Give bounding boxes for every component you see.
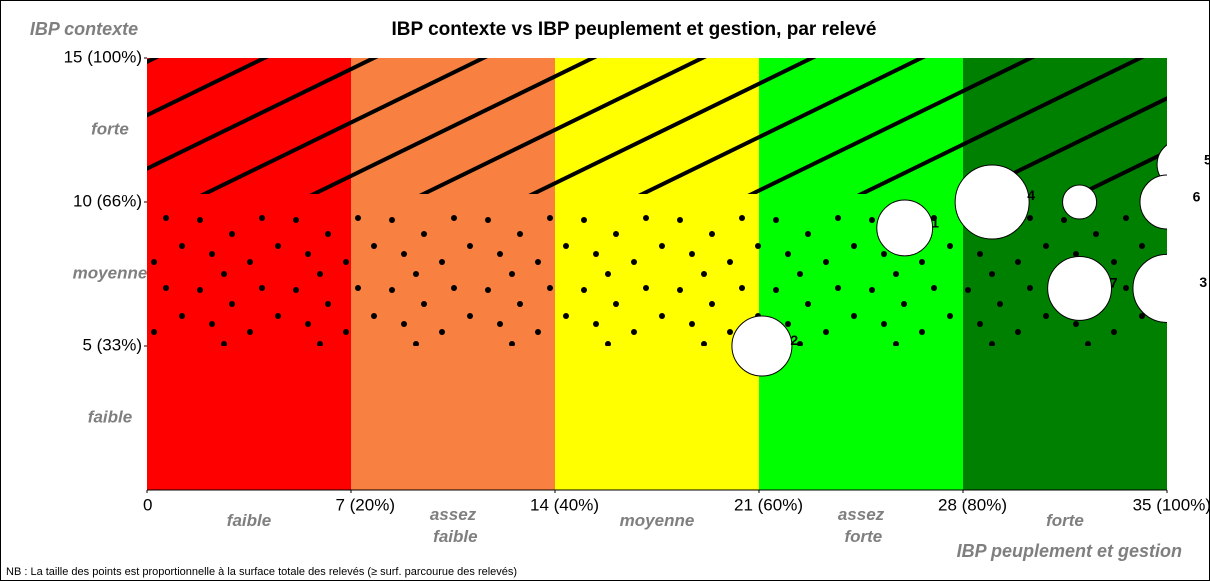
x-level-label: assez forte (838, 505, 885, 546)
bubble-label: 6 (1193, 189, 1201, 205)
bubble (731, 315, 793, 377)
bubble (1139, 174, 1167, 230)
chart-title: IBP contexte vs IBP peuplement et gestio… (391, 19, 876, 40)
bubble (1062, 184, 1098, 220)
bubble-label: 4 (1027, 187, 1035, 203)
bubble (1047, 255, 1113, 321)
y-tick-label: 15 (100%) (64, 47, 142, 66)
bubble-label: 1 (931, 214, 939, 230)
bubble-label: 7 (1110, 274, 1118, 290)
x-tick-label: 14 (40%) (530, 495, 599, 514)
x-level-label: assez faible (428, 505, 477, 546)
bubble-label: 5 (1204, 152, 1210, 168)
x-tick-label: 28 (80%) (938, 495, 1007, 514)
x-tick-label: 0 (143, 495, 152, 514)
y-level-label: faible (88, 407, 132, 426)
bubble (1156, 144, 1167, 185)
x-level-label: forte (1046, 511, 1084, 530)
y-tick-label: 10 (66%) (73, 191, 142, 210)
x-axis-label: IBP peuplement et gestion (957, 541, 1182, 561)
bubble (954, 164, 1030, 240)
x-tick-label: 7 (20%) (335, 495, 395, 514)
x-level-label: moyenne (620, 511, 695, 530)
x-tick-label: 21 (60%) (734, 495, 803, 514)
y-level-label: forte (91, 119, 129, 138)
bubble (1132, 253, 1167, 323)
bubble (876, 199, 934, 257)
bubble-label: 2 (790, 332, 798, 348)
y-axis-label: IBP contexte (30, 19, 138, 39)
note: NB : La taille des points est proportion… (6, 566, 517, 578)
x-tick-label: 35 (100%) (1133, 495, 1210, 514)
y-level-label: moyenne (73, 263, 148, 282)
x-level-label: faible (227, 511, 271, 530)
y-tick-label: 5 (33%) (82, 335, 142, 354)
bubble-label: 3 (1199, 274, 1207, 290)
